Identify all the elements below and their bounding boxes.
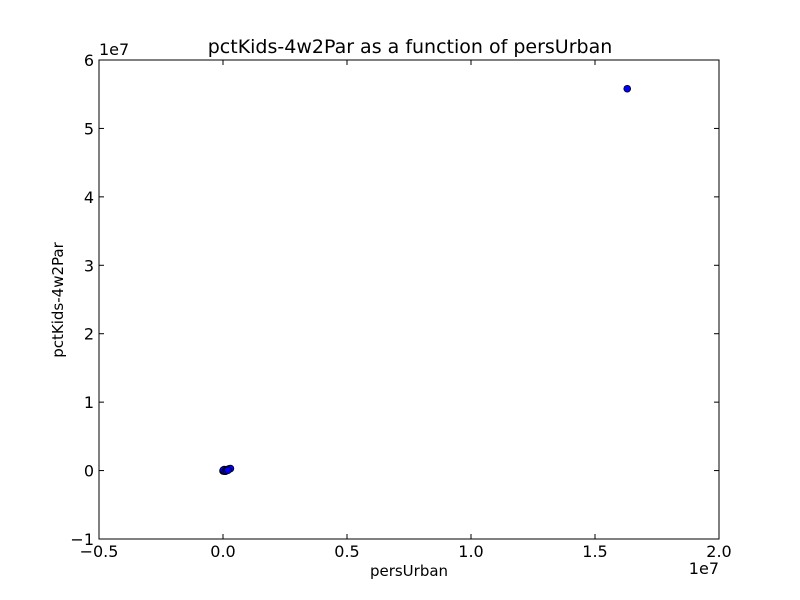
x-tick-label: −0.5 bbox=[80, 542, 119, 561]
y-axis-title: pctKids-4w2Par bbox=[49, 241, 67, 357]
x-tick-label: 0.5 bbox=[334, 542, 359, 561]
chart-title: pctKids-4w2Par as a function of persUrba… bbox=[208, 36, 613, 58]
y-tick-label: 5 bbox=[84, 119, 94, 138]
data-point bbox=[623, 84, 632, 93]
y-offset-label: 1e7 bbox=[99, 40, 129, 59]
x-tick-label: 1.0 bbox=[458, 542, 483, 561]
data-point bbox=[224, 466, 232, 475]
y-tick-label: −1 bbox=[70, 530, 94, 549]
plot-frame bbox=[98, 59, 720, 540]
y-tick-label: 0 bbox=[84, 462, 94, 481]
y-tick-label: 2 bbox=[84, 325, 94, 344]
x-axis-title: persUrban bbox=[370, 562, 448, 580]
x-tick-label: 1.5 bbox=[582, 542, 607, 561]
y-tick-label: 3 bbox=[84, 256, 94, 275]
ticks-layer: −0.5 0.0 0.5 1.0 1.5 2.0 −1 0 1 2 3 4 5 6 bbox=[70, 51, 731, 561]
y-tick-label: 4 bbox=[84, 188, 94, 207]
y-tick-label: 1 bbox=[84, 393, 94, 412]
x-offset-label: 1e7 bbox=[689, 559, 719, 578]
x-tick-label: 2.0 bbox=[706, 542, 731, 561]
x-tick-label: 0.0 bbox=[210, 542, 235, 561]
points-layer bbox=[219, 84, 632, 476]
y-tick-label: 6 bbox=[84, 51, 94, 70]
